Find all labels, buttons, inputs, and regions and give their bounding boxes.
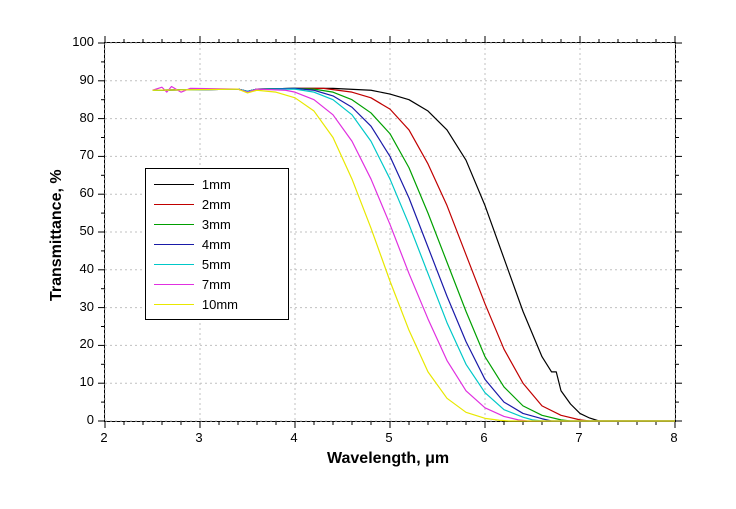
- legend-swatch: [154, 204, 194, 205]
- y-axis-label-text: Transmittance, %: [48, 169, 65, 301]
- legend-swatch: [154, 184, 194, 185]
- legend-label: 1mm: [202, 177, 231, 192]
- legend-label: 2mm: [202, 197, 231, 212]
- legend-item: 5mm: [154, 255, 280, 275]
- legend-swatch: [154, 284, 194, 285]
- legend-swatch: [154, 264, 194, 265]
- legend-swatch: [154, 244, 194, 245]
- x-tick-label: 6: [469, 430, 499, 445]
- legend-item: 10mm: [154, 295, 280, 315]
- y-tick-label: 30: [64, 299, 94, 314]
- legend-label: 10mm: [202, 297, 238, 312]
- y-tick-label: 100: [64, 34, 94, 49]
- x-tick-label: 2: [89, 430, 119, 445]
- y-tick-label: 50: [64, 223, 94, 238]
- x-tick-label: 7: [564, 430, 594, 445]
- x-axis-label: Wavelength, μm: [327, 450, 449, 468]
- legend: 1mm 2mm 3mm 4mm 5mm 7mm 10mm: [145, 168, 289, 320]
- x-axis-label-unit: μ: [425, 450, 435, 467]
- y-tick-label: 60: [64, 185, 94, 200]
- y-tick-label: 40: [64, 261, 94, 276]
- legend-item: 3mm: [154, 215, 280, 235]
- x-tick-label: 4: [279, 430, 309, 445]
- legend-item: 7mm: [154, 275, 280, 295]
- legend-label: 4mm: [202, 237, 231, 252]
- chart-frame: 1mm2mm3mm4mm5mm7mm10mm Transmittance, % …: [0, 0, 736, 509]
- x-tick-label: 8: [659, 430, 689, 445]
- x-axis-label-unit-suffix: m: [435, 450, 449, 467]
- legend-item: 2mm: [154, 195, 280, 215]
- y-tick-label: 20: [64, 336, 94, 351]
- legend-label: 5mm: [202, 257, 231, 272]
- legend-label: 3mm: [202, 217, 231, 232]
- legend-item: 4mm: [154, 235, 280, 255]
- y-tick-label: 80: [64, 110, 94, 125]
- legend-swatch: [154, 224, 194, 225]
- y-tick-label: 10: [64, 374, 94, 389]
- plot-area: 1mm 2mm 3mm 4mm 5mm 7mm 10mm: [104, 42, 676, 422]
- legend-item: 1mm: [154, 175, 280, 195]
- y-tick-label: 90: [64, 72, 94, 87]
- y-tick-label: 70: [64, 147, 94, 162]
- legend-label: 7mm: [202, 277, 231, 292]
- y-tick-label: 0: [64, 412, 94, 427]
- x-axis-label-prefix: Wavelength,: [327, 450, 425, 467]
- x-tick-label: 3: [184, 430, 214, 445]
- legend-swatch: [154, 304, 194, 305]
- x-tick-label: 5: [374, 430, 404, 445]
